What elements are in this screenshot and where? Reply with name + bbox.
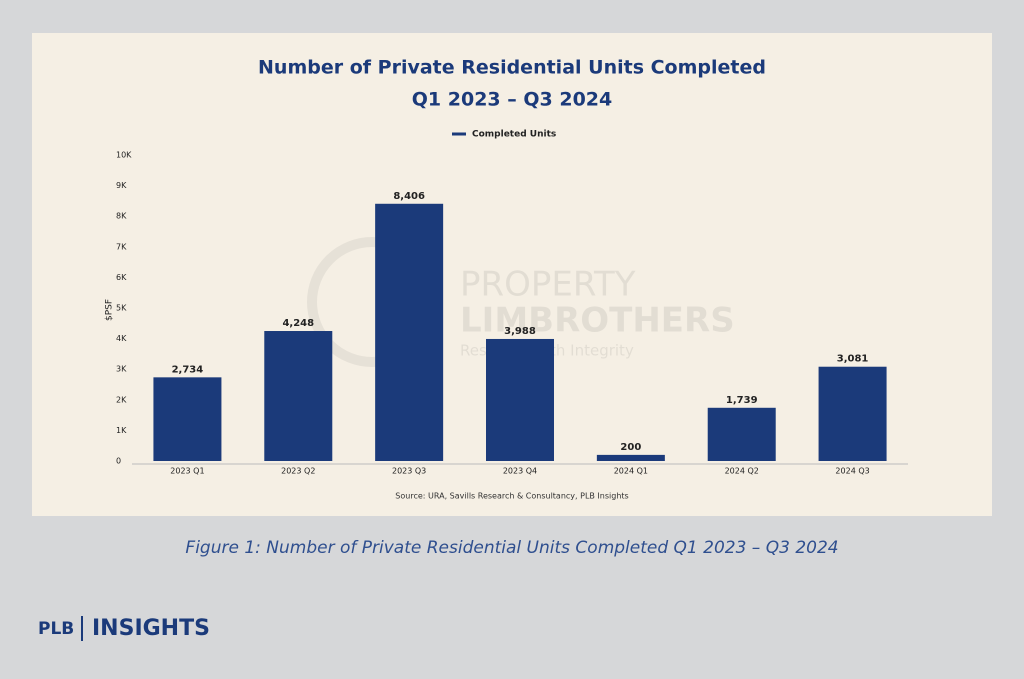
data-label: 3,081 [837,354,869,365]
data-label: 3,988 [504,326,536,337]
bar [596,454,665,461]
y-tick-label: 10K [116,151,132,160]
chart-title: Number of Private Residential Units Comp… [258,57,766,79]
data-label: 200 [620,442,641,453]
bar [818,366,887,461]
bar [153,377,222,461]
logo-right: INSIGHTS [92,616,210,641]
y-tick-label: 6K [116,273,127,282]
y-axis-label: $PSF [105,299,115,321]
x-tick-label: 2023 Q3 [392,467,426,476]
data-label: 8,406 [393,191,425,202]
logo-left: PLB [38,619,74,639]
watermark: PROPERTY LIMBROTHERS Research with Integ… [307,237,735,367]
x-tick-label: 2024 Q1 [614,467,648,476]
y-tick-label: 3K [116,365,127,374]
bar [375,203,444,461]
y-tick-label: 2K [116,395,127,404]
y-tick-label: 1K [116,426,127,435]
y-tick-label: 5K [116,304,127,313]
y-tick-label: 8K [116,212,127,221]
legend-label: Completed Units [472,130,556,140]
y-tick-label: 0 [116,457,121,466]
chart-subtitle: Q1 2023 – Q3 2024 [412,89,612,111]
source: Source: URA, Savills Research & Consulta… [395,492,628,501]
x-tick-label: 2023 Q4 [503,467,537,476]
data-label: 1,739 [726,395,758,406]
data-label: 4,248 [282,318,314,329]
x-tick-label: 2023 Q2 [281,467,315,476]
watermark-text: LIMBROTHERS [460,301,735,341]
x-tick-label: 2024 Q2 [725,467,759,476]
x-tick-label: 2023 Q1 [170,467,204,476]
bar [486,338,554,461]
y-tick-label: 7K [116,242,127,251]
y-tick-label: 4K [116,334,127,343]
bar [264,331,333,461]
x-tick-label: 2024 Q3 [835,467,869,476]
data-label: 2,734 [172,364,204,375]
caption: Figure 1: Number of Private Residential … [185,538,838,558]
watermark-text: PROPERTY [460,265,636,305]
y-tick-label: 9K [116,181,127,190]
bar [707,407,776,461]
